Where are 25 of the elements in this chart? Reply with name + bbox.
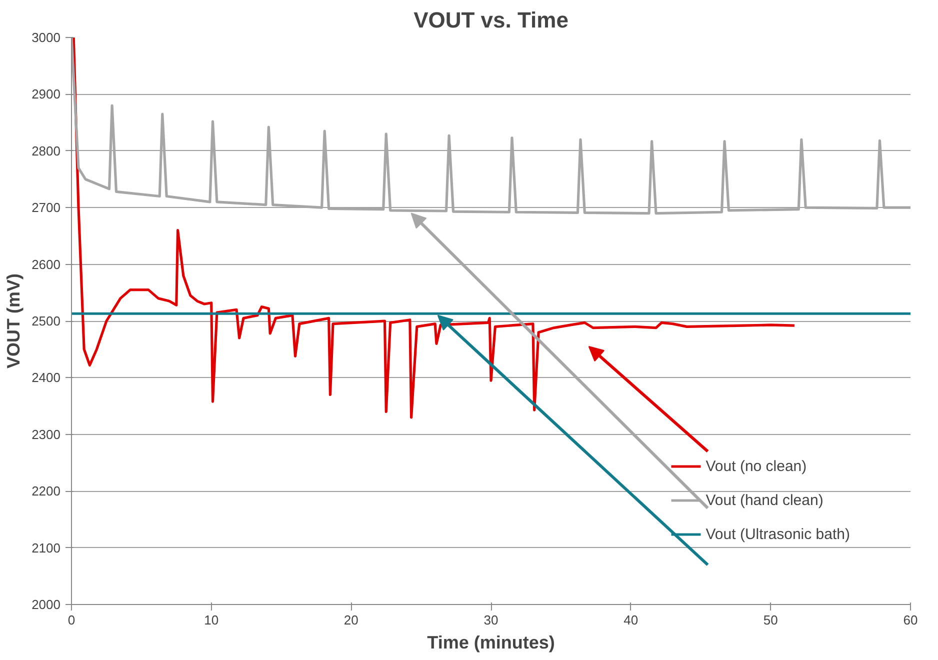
y-tick-label: 2200 xyxy=(32,484,60,499)
y-axis-title: VOUT (mV) xyxy=(4,273,24,368)
legend-label: Vout (hand clean) xyxy=(706,492,824,508)
x-tick-label: 10 xyxy=(204,612,219,628)
x-tick-label: 60 xyxy=(903,612,918,628)
x-tick-label: 30 xyxy=(484,612,498,628)
y-tick-label: 2600 xyxy=(32,256,60,272)
y-tick-label: 2400 xyxy=(32,370,60,386)
y-tick-label: 2300 xyxy=(32,426,60,442)
y-tick-label: 2000 xyxy=(32,597,60,612)
y-tick-label: 2900 xyxy=(32,86,60,102)
y-tick-label: 2500 xyxy=(32,314,60,328)
x-tick-label: 40 xyxy=(624,612,638,628)
x-axis-title: Time (minutes) xyxy=(427,632,555,652)
legend-label: Vout (Ultrasonic bath) xyxy=(706,526,850,542)
legend-label: Vout (no clean) xyxy=(706,458,807,474)
line-series xyxy=(72,38,796,419)
y-tick-label: 3000 xyxy=(32,30,60,45)
y-tick-label: 2700 xyxy=(32,200,60,216)
x-tick-label: 20 xyxy=(344,612,358,628)
chart-title: VOUT vs. Time xyxy=(414,8,568,32)
x-tick-label: 50 xyxy=(763,612,778,628)
y-tick-label: 2100 xyxy=(32,540,60,556)
y-tick-label: 2800 xyxy=(32,143,60,158)
x-tick-label: 0 xyxy=(68,612,76,628)
